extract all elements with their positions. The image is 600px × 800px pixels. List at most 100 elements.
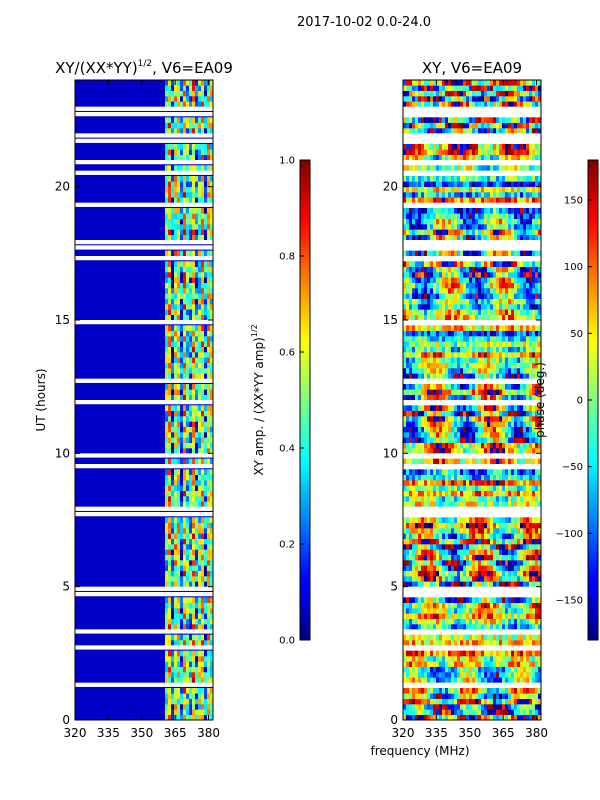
phase-cell [511,640,515,646]
amp-cell [165,389,169,395]
phase-cell [439,426,443,433]
phase-cell [457,362,461,369]
phase-cell [532,458,536,465]
phase-cell [502,656,506,662]
phase-cell [439,490,443,497]
phase-cell [430,266,434,273]
phase-cell [460,608,464,614]
phase-cell [517,458,521,465]
phase-cell [481,426,485,433]
phase-cell [457,442,461,449]
phase-cell [505,362,509,369]
amp-cell [204,90,208,97]
amp-cell [210,277,214,283]
amp-cell [183,336,187,342]
phase-cell [412,554,416,561]
phase-cell [421,309,425,315]
amp-cell [186,410,190,417]
amp-cell [183,517,187,523]
phase-cell [439,656,443,662]
phase-cell [448,693,452,699]
amp-cell [171,144,175,150]
phase-cell [457,298,461,305]
phase-cell [460,336,464,342]
phase-cell [403,560,407,566]
phase-cell [481,442,485,449]
amp-cell [186,661,190,667]
phase-cell [514,304,518,310]
phase-cell [502,405,506,411]
amp-cell [177,272,181,278]
phase-cell [448,714,452,721]
amp-cell [171,533,175,539]
amp-cell [195,341,199,347]
phase-cell [514,602,518,609]
amp-cb-tick-label: 0.6 [279,348,295,359]
amp-cell [210,613,214,619]
phase-cell [478,549,482,555]
amp-cell [165,218,169,225]
amp-cell [189,330,193,337]
amp-cell [192,704,196,710]
amp-cell [189,474,193,481]
phase-cell [487,341,491,347]
phase-cell [439,522,443,529]
phase-cell [499,485,503,491]
amp-cell [204,266,208,273]
phase-cell [448,362,452,369]
phase-cell [520,698,524,705]
amp-cell [165,282,169,289]
phase-cell [523,650,527,657]
amp-cell [174,304,178,310]
amp-cell [183,192,187,198]
phase-cell [517,501,521,507]
amp-cell [183,698,187,705]
phase-cell [490,309,494,315]
phase-cell [427,368,431,374]
phase-cell [520,309,524,315]
amp-cell [180,517,184,523]
phase-cell [466,640,470,646]
phase-cell [529,309,533,315]
phase-cell [484,528,488,534]
amp-cell [195,485,199,491]
phase-cell [418,288,422,294]
phase-cell [505,389,509,395]
phase-cell [448,341,452,347]
amp-ytick-label: 10 [55,446,70,460]
phase-cell [445,304,449,310]
phase-cell [418,608,422,614]
phase-cell [478,544,482,550]
phase-cell [499,709,503,715]
phase-cell [511,544,515,550]
phase-cell [511,549,515,555]
phase-cell [466,432,470,438]
phase-cell [526,421,530,427]
amp-cell [204,458,208,465]
amp-cell [183,581,187,587]
phase-cell [448,522,452,529]
phase-cell [481,608,485,614]
phase-cell [415,661,419,667]
phase-cell [463,309,467,315]
amp-cell [177,618,181,625]
phase-cell [463,293,467,299]
phase-cell [409,602,413,609]
amp-cell [186,672,190,678]
amp-cell [177,576,181,582]
phase-cell [511,298,515,305]
phase-cell [535,656,539,662]
phase-cell [472,608,476,614]
phase-cell [508,304,512,310]
phase-cell [517,437,521,443]
phase-cell [514,314,518,321]
phase-cell [418,597,422,603]
phase-cell [469,389,473,395]
phase-cell [430,293,434,299]
phase-cell [490,693,494,699]
amp-cell [168,128,172,134]
amp-cell [177,224,181,230]
phase-cell [481,293,485,299]
amp-cell [192,352,196,358]
amp-cell [171,672,175,678]
